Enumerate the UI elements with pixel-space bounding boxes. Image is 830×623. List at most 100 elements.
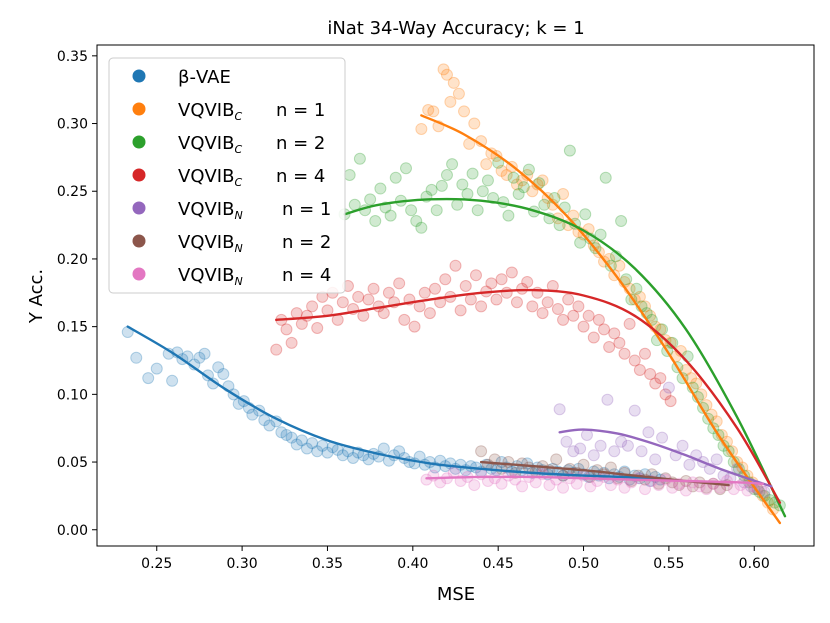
data-point — [557, 313, 570, 326]
data-point — [393, 445, 406, 458]
data-point — [604, 461, 617, 474]
data-point — [656, 431, 669, 444]
series-fit-line-2 — [343, 197, 787, 518]
data-point — [459, 280, 472, 293]
data-point — [727, 483, 740, 496]
fit-layer — [126, 114, 787, 525]
data-point — [662, 381, 675, 394]
x-tick-label: 0.35 — [312, 556, 343, 572]
series-fit-line-4 — [558, 428, 773, 488]
data-point — [280, 428, 293, 441]
data-point — [466, 167, 479, 180]
legend-marker — [132, 267, 146, 281]
data-point — [384, 209, 397, 222]
data-point — [615, 435, 628, 448]
data-point — [408, 320, 421, 333]
data-point — [679, 363, 692, 376]
legend-label-subscript: N — [234, 275, 242, 288]
data-point — [613, 259, 626, 272]
data-point — [551, 303, 564, 316]
data-point — [300, 442, 313, 455]
legend-label-n: n = 1 — [282, 199, 331, 220]
legend-label: VQVIBN n = 1 — [178, 199, 331, 222]
legend-marker — [132, 168, 146, 182]
data-point — [516, 480, 529, 493]
data-point — [377, 307, 390, 320]
data-point — [618, 481, 631, 494]
chart-title: iNat 34-Way Accuracy; k = 1 — [327, 18, 584, 39]
data-point — [510, 178, 523, 191]
data-point — [393, 277, 406, 290]
legend-label-n: n = 2 — [276, 133, 325, 154]
data-point — [468, 479, 481, 492]
data-point — [623, 317, 636, 330]
data-point — [517, 181, 530, 194]
data-point — [382, 286, 395, 299]
data-point — [142, 372, 155, 385]
data-point — [458, 105, 471, 118]
y-tick-label: 0.30 — [57, 117, 88, 133]
data-point — [550, 453, 563, 466]
data-point — [628, 354, 641, 367]
data-point — [495, 164, 508, 177]
data-point — [364, 193, 377, 206]
data-point — [398, 313, 411, 326]
x-tick-label: 0.55 — [653, 556, 684, 572]
data-point — [710, 453, 723, 466]
series-fit-line-3 — [275, 288, 782, 504]
data-point — [193, 351, 206, 364]
x-tick-label: 0.60 — [739, 556, 770, 572]
data-point — [507, 171, 520, 184]
data-point — [577, 320, 590, 333]
data-point — [362, 293, 375, 306]
data-point — [437, 63, 450, 76]
data-point — [423, 307, 436, 320]
data-point — [430, 204, 443, 217]
data-point — [654, 372, 667, 385]
legend-label: VQVIBC n = 2 — [178, 133, 325, 156]
legend-marker — [132, 234, 146, 248]
legend-label-n: n = 4 — [282, 265, 331, 286]
data-point — [510, 296, 523, 309]
data-point — [541, 296, 554, 309]
data-point — [343, 168, 356, 181]
data-point — [461, 187, 474, 200]
data-point — [690, 377, 703, 390]
data-point — [399, 162, 412, 175]
data-point — [633, 363, 646, 376]
legend-marker — [132, 102, 146, 116]
data-point — [198, 347, 211, 360]
data-point — [512, 187, 525, 200]
legend-label: VQVIBN n = 4 — [178, 265, 331, 288]
data-point — [666, 481, 679, 494]
data-point — [476, 185, 489, 198]
data-point — [454, 304, 467, 317]
data-point — [562, 293, 575, 306]
data-point — [311, 445, 324, 458]
data-point — [435, 179, 448, 192]
data-point — [415, 122, 428, 135]
data-point — [546, 198, 559, 211]
data-point — [285, 431, 298, 444]
data-point — [130, 351, 143, 364]
data-point — [601, 393, 614, 406]
data-point — [630, 282, 643, 295]
data-point — [526, 300, 539, 313]
legend-marker — [132, 69, 146, 83]
series-points-4 — [553, 381, 771, 498]
data-point — [446, 158, 459, 171]
y-tick-label: 0.10 — [57, 387, 88, 403]
data-point — [638, 300, 651, 313]
y-axis-label: Y Acc. — [26, 269, 47, 324]
data-point — [500, 168, 513, 181]
plot-frame — [96, 44, 815, 547]
data-point — [440, 168, 453, 181]
legend-label-main: VQVIB — [178, 100, 234, 121]
data-point — [290, 307, 303, 320]
x-tick-label: 0.50 — [568, 556, 599, 572]
data-point — [741, 484, 754, 497]
data-point — [321, 446, 334, 459]
legend-label-subscript: N — [234, 209, 242, 222]
data-point — [516, 282, 529, 295]
data-point — [166, 374, 179, 387]
